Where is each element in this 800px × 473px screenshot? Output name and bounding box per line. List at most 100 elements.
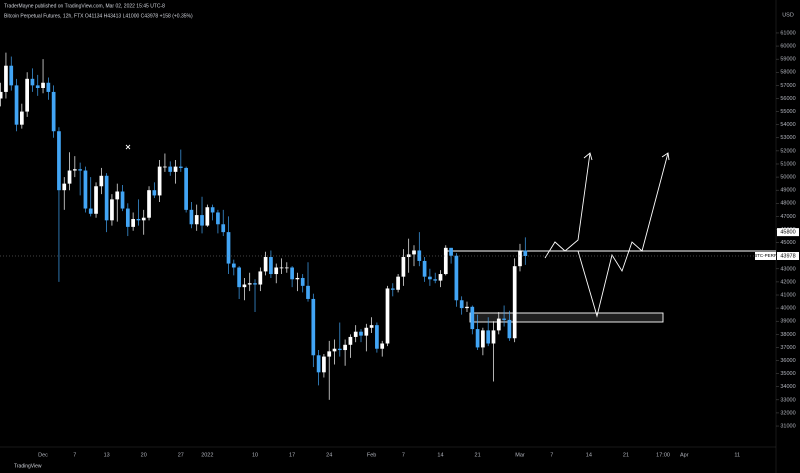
candle-body [41,82,45,88]
symbol-tag [755,251,776,260]
candle-body [253,283,257,285]
y-tick-label: 42000 [780,279,795,285]
candle-body [337,348,342,351]
candle-body [279,267,284,269]
candle-body [343,344,347,351]
candle-body [94,186,98,214]
x-tick-label: 11 [734,452,740,458]
candle-body [163,166,167,168]
candle-body [353,331,358,337]
y-tick-label: 32000 [780,410,795,416]
candle-body [83,170,88,209]
candle-body [465,306,469,309]
y-tick-label: 39000 [780,319,795,325]
x-tick-label: Feb [367,452,376,458]
x-tick-label: Mar [515,452,525,458]
candle-body [348,336,353,345]
level-tag [777,228,799,237]
candle-body [200,215,204,226]
candle-body [62,183,67,191]
candle-body [306,285,310,299]
candle-body [35,85,40,88]
candle-body [332,348,337,352]
candle-body [295,277,300,280]
candle-body [147,190,151,218]
candle-body [422,260,427,277]
candle-body [14,85,19,125]
x-tick-label: 2022 [201,452,213,458]
y-tick-label: 50000 [780,175,795,181]
x-tick-label: 7 [550,452,553,458]
candle-body [157,166,162,196]
candle-body [231,263,236,268]
x-tick-label: 20 [141,452,147,458]
x-tick-label: 27 [178,452,184,458]
candle-body [322,356,326,373]
logo: TradingView [14,463,42,469]
candle-body [4,65,8,92]
cross-marker [125,144,131,150]
last-price-label: 43978 [780,253,795,259]
candle-body [184,167,188,210]
x-tick-label: Dec [38,452,48,458]
candle-body [131,219,135,227]
candle-body [428,276,432,280]
candle-body [30,78,35,86]
y-tick-label: 40000 [780,306,795,312]
candle-body [274,267,279,275]
x-tick-label: 10 [252,452,258,458]
candle-body [523,250,528,256]
candle-body [237,267,241,288]
candle-body [67,170,72,184]
x-tick-label: 14 [437,452,443,458]
price-tag [777,251,799,260]
y-tick-label: 56000 [780,96,795,102]
candle-body [311,298,316,356]
y-tick-label: 53000 [780,135,795,141]
candle-body [364,327,369,336]
candle-body [454,255,459,301]
currency: USD [782,12,794,18]
y-tick-label: 57000 [780,83,795,89]
y-tick-label: 59000 [780,57,795,63]
candle-body [173,166,178,172]
x-tick-label: 21 [623,452,629,458]
candle-body [9,65,14,86]
candle-body [512,266,517,339]
candle-body [449,247,453,256]
candle-body [284,267,289,269]
candle-body [226,232,231,264]
candle-body [433,279,438,281]
candle-body [104,175,109,221]
y-tick-label: 34000 [780,384,795,390]
candle-body [502,318,506,320]
level-label: 45800 [780,230,795,236]
y-tick-label: 61000 [780,30,795,36]
x-tick-label: 17 [289,452,295,458]
symbol-line: Bitcoin Perpetual Futures, 12h, FTX O411… [4,13,193,19]
candle-body [401,257,406,277]
candle-body [486,330,491,344]
drawings [125,144,776,323]
candle-body [72,169,77,171]
projection-arrow [577,152,669,318]
candle-body [507,319,512,339]
candle-body [459,300,464,309]
candle-body [57,131,61,191]
candle-body [369,325,374,328]
candle-body [189,209,194,225]
y-tick-label: 36000 [780,358,795,364]
candle-body [19,111,24,125]
y-tick-label: 47000 [780,214,795,220]
x-tick-label: 14 [586,452,592,458]
candle-body [417,250,422,261]
candle-body [385,288,390,344]
y-tick-label: 54000 [780,122,795,128]
candle-body [396,276,400,290]
candle-body [359,331,363,336]
candle-body [25,78,30,112]
candle-body [210,207,215,213]
candle-body [375,325,379,349]
